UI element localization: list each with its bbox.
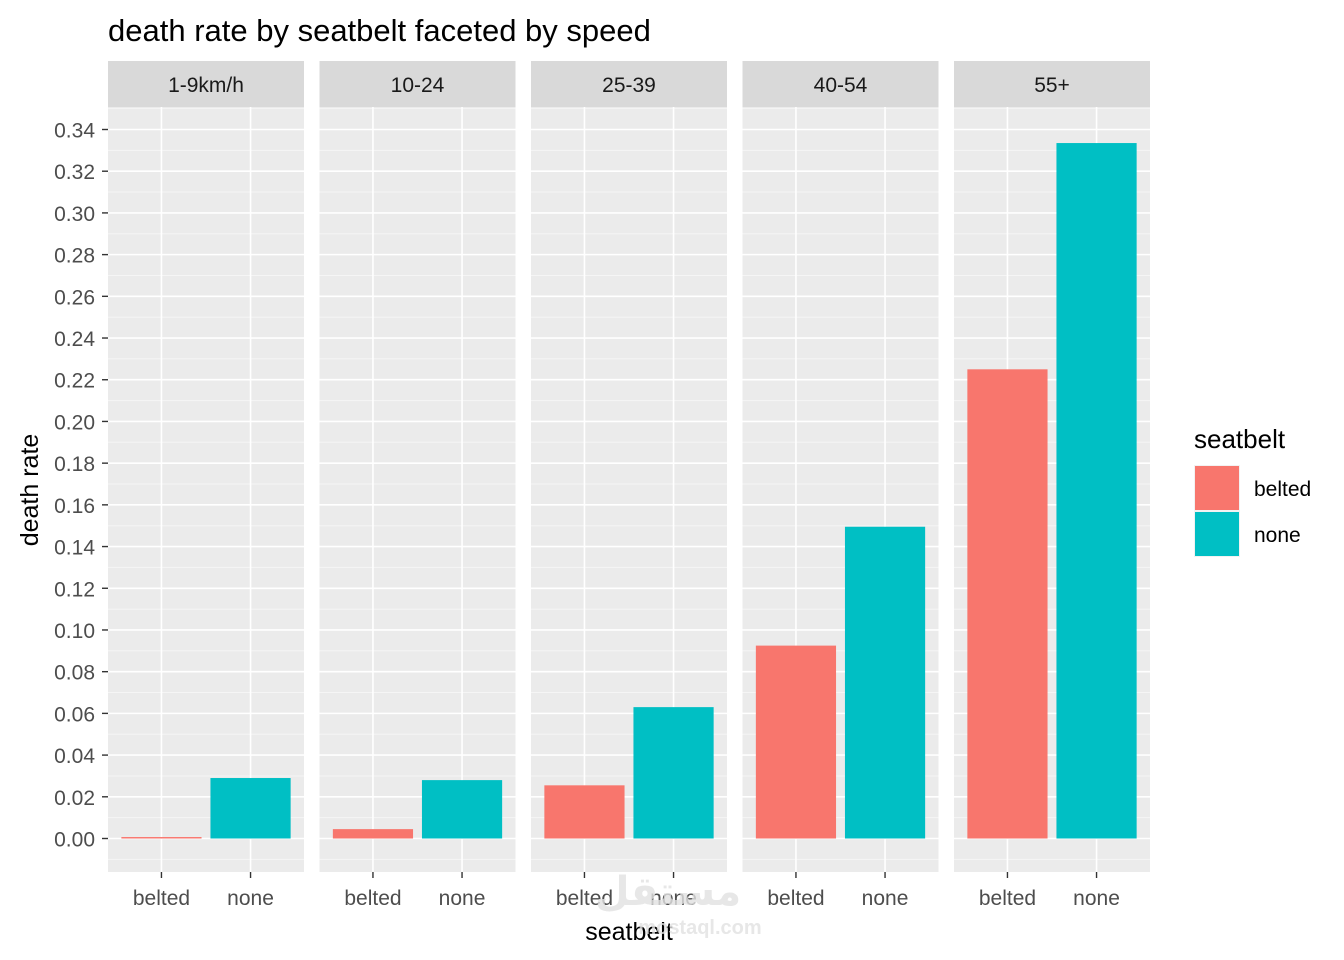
facet-strip xyxy=(954,61,1150,107)
x-tick-label: belted xyxy=(979,887,1036,910)
legend-label: belted xyxy=(1254,478,1311,501)
x-tick-label: none xyxy=(439,887,486,910)
x-tick-label: none xyxy=(227,887,274,910)
x-tick-label: belted xyxy=(767,887,824,910)
bar-none xyxy=(633,707,714,839)
y-tick-label: 0.08 xyxy=(54,662,95,685)
y-tick-label: 0.06 xyxy=(54,703,95,726)
y-tick-label: 0.04 xyxy=(54,745,95,768)
legend-label: none xyxy=(1254,524,1301,547)
facet-strip-label: 10-24 xyxy=(391,74,445,97)
facet-strip xyxy=(742,61,939,107)
facet-strip-label: 25-39 xyxy=(602,74,656,97)
bar-none xyxy=(210,778,291,839)
facet-panel: belted none 55+ xyxy=(954,61,1150,910)
y-tick-label: 0.00 xyxy=(54,829,95,852)
facet-panel: belted none 40-54 xyxy=(742,61,939,910)
facet-panel: belted none 25-39 xyxy=(531,61,727,910)
panel-background xyxy=(319,107,516,872)
facet-panel: belted none 10-24 xyxy=(319,61,516,910)
bar-none xyxy=(1056,143,1137,839)
bar-belted xyxy=(332,829,414,839)
x-tick-label: none xyxy=(650,887,697,910)
y-tick-label: 0.24 xyxy=(54,328,95,351)
facets: belted none 1-9km/h belted none 10-24 belted no… xyxy=(108,61,1150,910)
bar-none xyxy=(844,526,926,839)
legend: seatbelt belted none xyxy=(1194,424,1311,557)
facet-strip-label: 55+ xyxy=(1034,74,1070,97)
y-tick-label: 0.02 xyxy=(54,787,95,810)
facet-panel: belted none 1-9km/h xyxy=(108,61,304,910)
bar-belted xyxy=(967,369,1048,839)
watermark-url: mostaql.com xyxy=(638,917,761,939)
chart-title: death rate by seatbelt faceted by speed xyxy=(108,13,651,48)
facet-strip-label: 1-9km/h xyxy=(168,74,244,97)
bar-belted xyxy=(755,645,837,839)
bar-belted xyxy=(544,785,625,839)
watermark-logo: مستقل xyxy=(595,870,741,914)
y-tick-label: 0.18 xyxy=(54,453,95,476)
bar-none xyxy=(421,780,503,839)
facet-strip xyxy=(108,61,304,107)
x-tick-label: none xyxy=(1073,887,1120,910)
y-axis: 0.00 0.02 0.04 0.06 0.08 0.10 0.12 0.14 0.16 0.18… xyxy=(54,120,108,852)
bar-belted xyxy=(121,837,202,839)
x-tick-label: belted xyxy=(556,887,613,910)
x-tick-label: none xyxy=(862,887,909,910)
y-tick-label: 0.12 xyxy=(54,578,95,601)
x-tick-label: belted xyxy=(133,887,190,910)
y-tick-label: 0.34 xyxy=(54,120,95,143)
y-tick-label: 0.26 xyxy=(54,286,95,309)
y-tick-label: 0.16 xyxy=(54,495,95,518)
facet-strip-label: 40-54 xyxy=(814,74,868,97)
y-tick-label: 0.20 xyxy=(54,411,95,434)
y-tick-label: 0.22 xyxy=(54,370,95,393)
legend-key-belted xyxy=(1195,466,1239,510)
legend-title: seatbelt xyxy=(1194,424,1286,454)
y-axis-title: death rate xyxy=(16,434,44,547)
watermark: مستقل mostaql.com xyxy=(595,870,762,939)
legend-key-none xyxy=(1195,512,1239,556)
facet-strip xyxy=(319,61,516,107)
x-tick-label: belted xyxy=(344,887,401,910)
x-axis-title: seatbelt xyxy=(585,918,673,946)
y-tick-label: 0.14 xyxy=(54,537,95,560)
y-tick-label: 0.10 xyxy=(54,620,95,643)
y-tick-label: 0.28 xyxy=(54,245,95,268)
y-tick-label: 0.30 xyxy=(54,203,95,226)
y-tick-label: 0.32 xyxy=(54,161,95,184)
facet-strip xyxy=(531,61,727,107)
panel-background xyxy=(108,107,304,872)
